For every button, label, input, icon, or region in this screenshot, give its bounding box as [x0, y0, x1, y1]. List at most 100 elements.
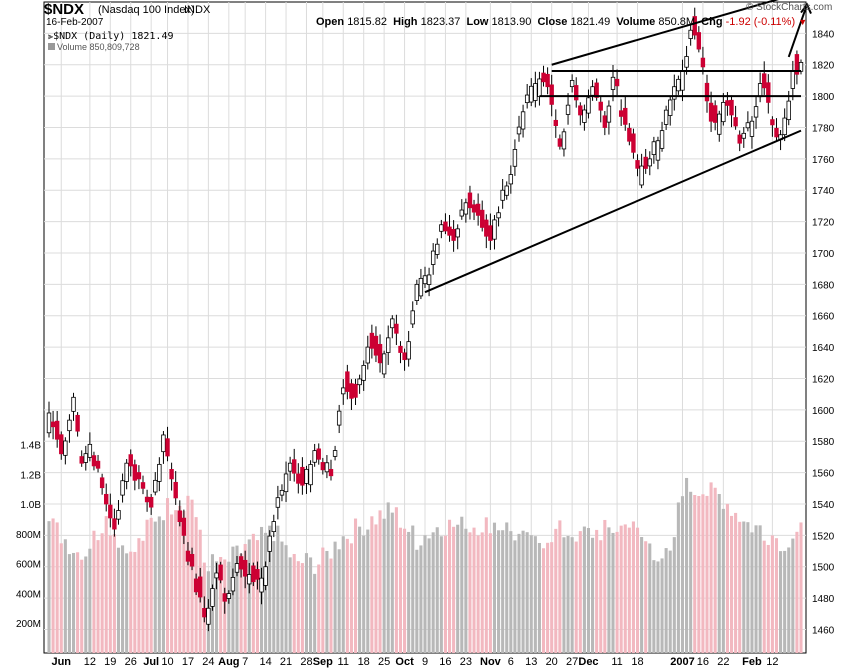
volume-bar	[734, 512, 738, 653]
volume-bar	[497, 530, 501, 653]
candle-body	[749, 120, 755, 137]
volume-bar	[541, 548, 546, 653]
volume-bar	[762, 540, 766, 653]
candle-body	[173, 481, 178, 499]
volume-bar	[570, 537, 574, 653]
candle-body	[524, 94, 530, 104]
volume-bar	[525, 532, 529, 653]
candle-body	[684, 56, 689, 68]
x-tick-label: 24	[202, 656, 214, 668]
candle-body	[631, 133, 636, 153]
candle-body	[316, 448, 321, 460]
candle-body	[104, 493, 109, 505]
volume-bar	[174, 510, 178, 653]
candle-body	[451, 228, 456, 241]
volume-bar	[362, 535, 366, 653]
candle-body	[128, 454, 133, 467]
volume-bar	[668, 550, 672, 653]
price-tick-label: 1500	[812, 563, 835, 574]
volume-bar	[284, 545, 288, 653]
volume-bar	[578, 531, 582, 653]
candle-body	[414, 283, 420, 301]
candle-body	[794, 54, 800, 75]
volume-bar	[586, 528, 591, 653]
volume-bar	[779, 551, 783, 653]
x-tick-label: 7	[242, 656, 248, 668]
volume-bar	[603, 519, 607, 653]
candle-body	[136, 472, 142, 480]
volume-bar	[484, 517, 488, 653]
candle-body	[643, 156, 648, 169]
candle-body	[59, 434, 64, 455]
volume-bar	[370, 516, 374, 653]
volume-legend-text: Volume 850,809,728	[57, 42, 140, 52]
price-legend-text: $NDX (Daily) 1821.49	[53, 31, 174, 42]
volume-bar	[713, 487, 717, 653]
volume-bar	[619, 525, 623, 653]
candle-body	[361, 364, 366, 381]
volume-bar	[725, 503, 729, 653]
candle-body	[553, 119, 558, 126]
volume-bar	[554, 528, 558, 653]
x-tick-label: 23	[460, 656, 472, 668]
volume-tick-label: 1.2B	[20, 470, 41, 481]
volume-bar	[100, 533, 104, 653]
candle-body	[790, 70, 796, 89]
candle-body	[394, 323, 399, 334]
open-value: 1815.82	[347, 16, 387, 28]
candle-legend-icon: ⫸	[48, 32, 54, 42]
price-tick-label: 1580	[812, 437, 835, 448]
candle-body	[279, 489, 285, 496]
candle-body	[447, 226, 452, 236]
volume-bar	[689, 491, 693, 653]
volume-bar	[300, 563, 304, 653]
x-tick-label: 27	[566, 656, 578, 668]
volume-bar	[709, 482, 713, 653]
candle-body	[557, 138, 563, 147]
volume-bar	[509, 531, 513, 653]
candle-body	[157, 463, 162, 482]
volume-bar	[415, 549, 419, 653]
candle-body	[676, 78, 681, 92]
candle-body	[430, 250, 436, 265]
arrow-shaft	[787, 4, 808, 58]
candle-body	[663, 109, 669, 125]
chg-value: -1.92 (-0.11%)	[725, 16, 796, 28]
x-tick-label: 17	[182, 656, 194, 668]
candle-body	[332, 450, 338, 457]
volume-bar	[235, 545, 239, 653]
volume-bar	[742, 521, 746, 653]
candle-body	[312, 450, 317, 463]
candle-body	[602, 115, 608, 128]
volume-bar	[627, 527, 631, 653]
candle-body	[398, 345, 403, 353]
x-tick-label: 2007	[670, 656, 694, 668]
trendline	[551, 0, 779, 66]
volume-bar	[264, 532, 268, 653]
x-tick-label: 28	[300, 656, 312, 668]
volume-bar	[243, 543, 247, 653]
volume-bar	[480, 532, 484, 653]
candle-body	[418, 277, 424, 297]
symbol-title: $NDX	[44, 1, 85, 18]
x-tick-label: 21	[280, 656, 292, 668]
volume-bar	[378, 510, 382, 653]
candle-body	[271, 521, 276, 533]
volume-tick-label: 200M	[16, 619, 41, 630]
candle-body	[283, 473, 289, 493]
candle-body	[218, 564, 223, 581]
volume-bar	[533, 536, 537, 653]
volume-bar	[546, 542, 550, 653]
volume-bar	[595, 529, 599, 653]
volume-bar	[145, 519, 149, 653]
volume-bar	[165, 498, 170, 653]
candle-body	[79, 456, 84, 464]
volume-bar	[84, 556, 88, 653]
volume-bar	[423, 535, 427, 653]
candle-body	[635, 160, 640, 169]
close-value: 1821.49	[570, 16, 611, 28]
candle-body	[345, 371, 350, 392]
volume-tick-label: 1.4B	[20, 441, 41, 452]
candle-body	[422, 275, 428, 285]
low-value: 1813.90	[491, 16, 532, 28]
